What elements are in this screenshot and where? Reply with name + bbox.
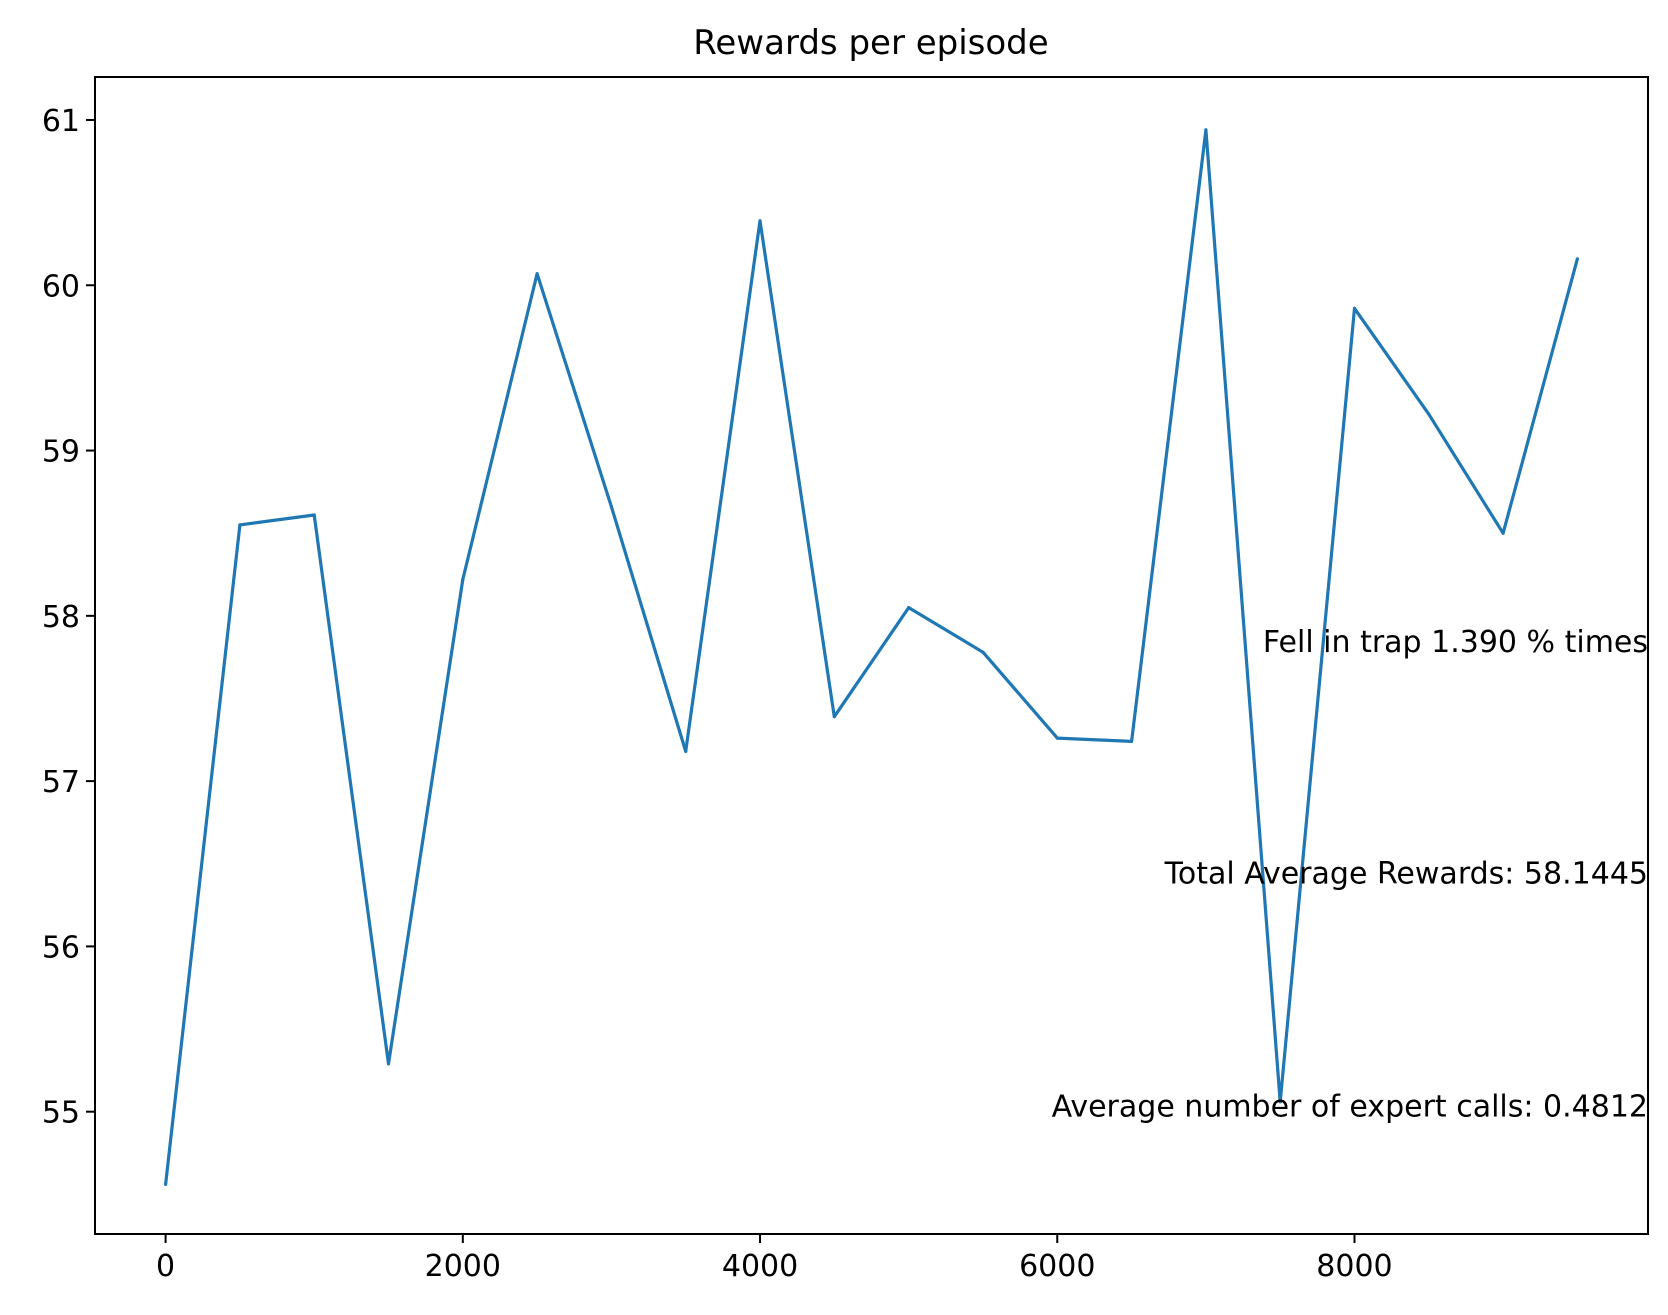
data-point bbox=[1501, 531, 1505, 535]
y-tick-label: 58 bbox=[42, 600, 80, 635]
x-tick-label: 8000 bbox=[1316, 1249, 1392, 1284]
data-point bbox=[907, 605, 911, 610]
data-point bbox=[832, 715, 836, 719]
data-point bbox=[461, 577, 465, 582]
data-point bbox=[1427, 412, 1431, 416]
data-point bbox=[1352, 306, 1357, 310]
annotation-text: Fell in trap 1.390 % times bbox=[1263, 625, 1648, 660]
y-tick-label: 56 bbox=[42, 930, 80, 965]
data-point bbox=[1055, 736, 1059, 740]
annotation-text: Average number of expert calls: 0.4812 bbox=[1052, 1090, 1648, 1125]
axes-frame bbox=[94, 76, 1649, 1235]
data-point bbox=[609, 505, 614, 509]
data-point bbox=[1129, 739, 1134, 744]
x-tick-label: 4000 bbox=[722, 1249, 798, 1284]
annotation-text: Total Average Rewards: 58.1445 bbox=[1164, 857, 1648, 892]
y-tick-label: 61 bbox=[42, 104, 80, 139]
data-point bbox=[535, 272, 539, 276]
data-point bbox=[312, 513, 316, 517]
data-point bbox=[758, 219, 762, 223]
data-point bbox=[163, 1182, 168, 1187]
y-tick-label: 55 bbox=[42, 1096, 80, 1131]
data-point bbox=[1575, 257, 1580, 261]
x-tick-label: 6000 bbox=[1019, 1249, 1095, 1284]
y-tick-label: 59 bbox=[42, 435, 80, 470]
chart-title: Rewards per episode bbox=[693, 23, 1048, 63]
x-tick-label: 0 bbox=[156, 1249, 175, 1284]
y-tick-label: 57 bbox=[42, 765, 80, 800]
series-line bbox=[164, 128, 1579, 1185]
data-point bbox=[386, 1062, 391, 1066]
data-point bbox=[981, 650, 985, 654]
data-point bbox=[1278, 1100, 1282, 1104]
plot-area: 0 2000 4000 6000 8000 55 56 57 58 59 60 61 Fell in t… bbox=[42, 104, 1648, 1284]
x-tick-label: 2000 bbox=[425, 1249, 501, 1284]
y-tick-label: 60 bbox=[42, 269, 80, 304]
data-point bbox=[684, 749, 688, 753]
data-point bbox=[238, 523, 242, 527]
data-point bbox=[1204, 128, 1208, 132]
